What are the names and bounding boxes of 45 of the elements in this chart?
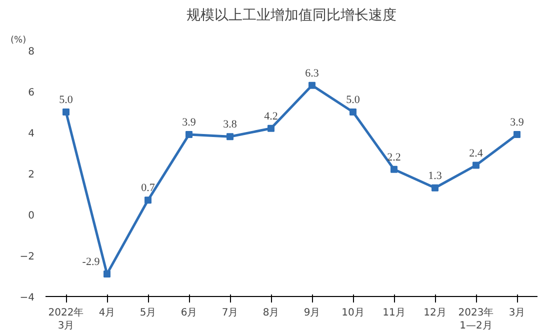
y-tick-label: 4 (28, 128, 35, 140)
y-tick-label: 0 (28, 210, 35, 222)
x-tick-label: 9月 (304, 308, 320, 318)
point (226, 133, 234, 140)
data-label: 3.9 (510, 116, 524, 129)
chart-title: 规模以上工业增加值同比增长速度 (186, 8, 396, 24)
point (308, 82, 316, 89)
x-tick-label: 5月 (140, 308, 156, 318)
data-label: -2.9 (82, 256, 100, 268)
x-tick-label: 12月 (424, 308, 446, 318)
data-label: 3.9 (182, 116, 196, 129)
x-tick-label: 8月 (262, 308, 280, 318)
data-label: 4.2 (264, 110, 278, 122)
data-label: 6.3 (305, 67, 320, 80)
data-label: 3.8 (223, 118, 238, 131)
y-tick-label: 8 (28, 46, 35, 58)
point (186, 131, 192, 138)
y-tick-label: 2 (28, 170, 35, 180)
x-tick-label: 10月 (342, 308, 364, 318)
y-tick-label: −2 (20, 252, 35, 262)
x-tick-label: 7月 (222, 308, 238, 318)
point (104, 270, 110, 278)
point (514, 131, 520, 138)
point (62, 108, 70, 116)
data-label: 5.0 (59, 94, 74, 106)
point (268, 124, 274, 132)
x-tick-label: 2022年 3月 (48, 306, 84, 332)
data-label: 0.7 (141, 182, 156, 194)
x-tick-label: 3月 (508, 308, 526, 318)
data-label: 2.4 (469, 147, 484, 160)
x-tick-label: 2023年 1—2月 (458, 306, 494, 332)
data-label: 2.2 (387, 151, 401, 164)
point (350, 108, 356, 116)
point (472, 162, 480, 169)
x-tick-label: 11月 (382, 308, 406, 318)
data-label: 1.3 (428, 170, 442, 182)
y-axis-title: (%) (10, 36, 26, 46)
y-tick-label: −4 (20, 292, 35, 304)
point (432, 184, 438, 192)
point (390, 166, 398, 173)
point (144, 196, 152, 204)
y-tick-label: 6 (28, 88, 35, 98)
data-label: 5.0 (346, 94, 360, 106)
x-tick-label: 4月 (98, 308, 116, 318)
x-tick-label: 6月 (180, 308, 198, 318)
